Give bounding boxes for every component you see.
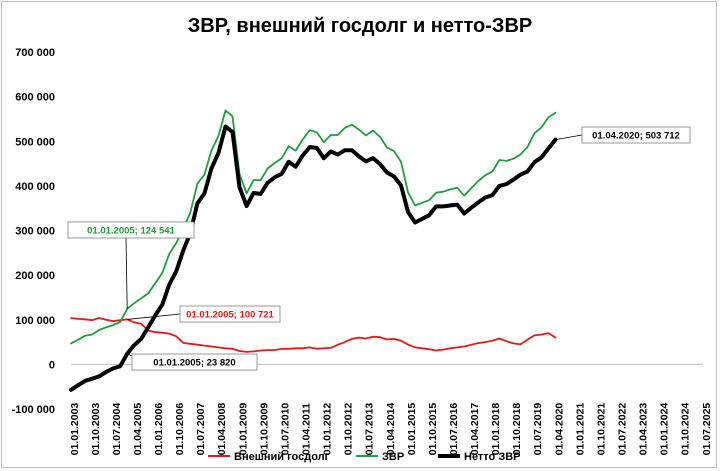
callout-label: 01.01.2005; 100 721: [186, 310, 274, 321]
x-tick-label: 01.10.2012: [343, 403, 355, 456]
x-tick-label: 01.07.2022: [617, 403, 629, 456]
legend: Внешний госдолг ЗВР Нетто ЗВР: [208, 451, 521, 463]
x-tick-label: 01.01.2009: [237, 403, 249, 456]
callout-label: 01.04.2020; 503 712: [592, 131, 680, 142]
callouts: 01.01.2005; 124 541 01.01.2005; 100 721 01…: [67, 126, 691, 371]
y-tick-label: 500 000: [15, 136, 55, 148]
x-tick-label: 01.01.2024: [659, 403, 671, 456]
x-tick-label: 01.07.2013: [364, 403, 376, 456]
y-tick-label: -100 000: [12, 404, 55, 416]
x-tick-label: 01.04.2023: [638, 403, 650, 456]
x-tick-label: 01.07.2019: [532, 403, 544, 456]
x-tick-label: 01.01.2018: [490, 403, 502, 456]
reserves-series-line: [70, 109, 557, 345]
x-tick-label: 01.04.2011: [301, 403, 313, 455]
chart-title: ЗВР, внешний госдолг и нетто-ЗВР: [188, 15, 533, 37]
x-tick-label: 01.10.2006: [174, 403, 186, 456]
y-tick-label: 300 000: [15, 226, 55, 238]
callout-leader-line: [125, 237, 128, 309]
x-tick-label: 01.04.2014: [385, 403, 397, 456]
y-tick-label: 100 000: [15, 315, 55, 327]
y-axis-labels: -100 000 0 100 000 200 000 300 000 400 000 500…: [12, 47, 55, 416]
x-tick-label: 01.07.2007: [195, 403, 207, 456]
x-tick-label: 01.01.2012: [322, 403, 334, 456]
x-tick-label: 01.07.2016: [448, 403, 460, 456]
legend-label-reserves: ЗВР: [382, 451, 404, 463]
x-tick-label: 01.10.2003: [90, 403, 102, 456]
x-tick-label: 01.04.2005: [132, 403, 144, 456]
x-tick-label: 01.07.2010: [279, 403, 291, 456]
legend-label-net-reserves: Нетто ЗВР: [464, 451, 521, 463]
x-tick-label: 01.10.2018: [511, 403, 523, 456]
x-tick-label: 01.01.2021: [574, 403, 586, 456]
x-tick-label: 01.04.2017: [469, 403, 481, 456]
callout-label: 01.01.2005; 23 820: [153, 358, 235, 369]
x-tick-label: 01.01.2006: [153, 403, 165, 456]
net-reserves-series-line: [69, 124, 558, 392]
y-tick-label: 0: [49, 359, 55, 371]
callout-box: [581, 126, 691, 144]
callout-leader-line: [127, 353, 133, 357]
series-group: [69, 109, 558, 392]
y-tick-label: 400 000: [15, 181, 55, 193]
x-tick-label: 01.04.2020: [553, 403, 565, 456]
x-tick-label: 01.10.2024: [680, 403, 692, 456]
x-tick-label: 01.01.2003: [69, 403, 81, 456]
x-axis-labels: 01.01.2003 01.10.2003 01.07.2004 01.04.2005…: [69, 403, 713, 456]
legend-label-external-debt: Внешний госдолг: [234, 451, 330, 463]
y-tick-label: 700 000: [15, 47, 55, 59]
x-tick-label: 01.04.2008: [216, 403, 228, 456]
x-tick-label: 01.10.2009: [258, 403, 270, 456]
x-tick-label: 01.10.2015: [427, 403, 439, 456]
callout-label: 01.01.2005; 124 541: [87, 226, 175, 237]
callout-box: [67, 221, 195, 239]
x-tick-label: 01.01.2015: [406, 403, 418, 456]
y-tick-label: 200 000: [15, 270, 55, 282]
x-tick-label: 01.10.2021: [595, 403, 607, 456]
callout-leader-line: [555, 134, 583, 140]
callout-box: [179, 305, 281, 323]
callout-leader-line: [127, 313, 181, 320]
external-debt-series-line: [70, 317, 557, 353]
callout-box: [131, 353, 258, 371]
y-tick-label: 600 000: [15, 92, 55, 104]
x-tick-label: 01.07.2025: [701, 403, 713, 456]
x-tick-label: 01.07.2004: [111, 403, 123, 456]
